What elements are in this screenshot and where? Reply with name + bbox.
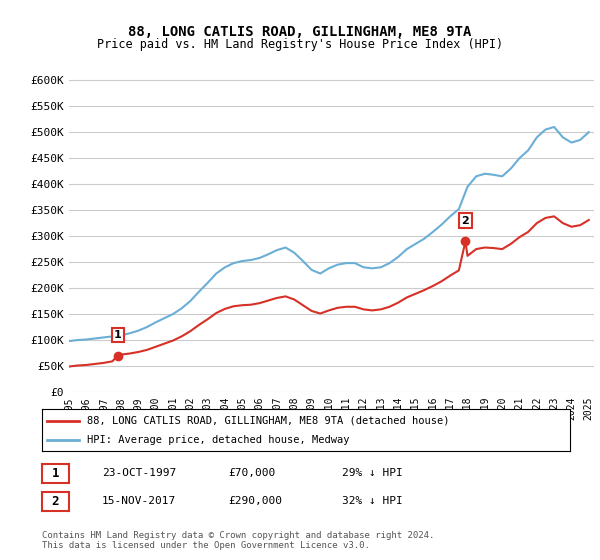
Text: 32% ↓ HPI: 32% ↓ HPI <box>342 496 403 506</box>
Text: 15-NOV-2017: 15-NOV-2017 <box>102 496 176 506</box>
Text: 88, LONG CATLIS ROAD, GILLINGHAM, ME8 9TA: 88, LONG CATLIS ROAD, GILLINGHAM, ME8 9T… <box>128 25 472 39</box>
Text: £70,000: £70,000 <box>228 468 275 478</box>
Text: HPI: Average price, detached house, Medway: HPI: Average price, detached house, Medw… <box>87 435 349 445</box>
Text: 2: 2 <box>461 216 469 226</box>
Text: 2: 2 <box>52 495 59 508</box>
Text: 1: 1 <box>52 467 59 480</box>
Text: Contains HM Land Registry data © Crown copyright and database right 2024.
This d: Contains HM Land Registry data © Crown c… <box>42 530 434 550</box>
Text: 23-OCT-1997: 23-OCT-1997 <box>102 468 176 478</box>
Text: 29% ↓ HPI: 29% ↓ HPI <box>342 468 403 478</box>
Text: Price paid vs. HM Land Registry's House Price Index (HPI): Price paid vs. HM Land Registry's House … <box>97 38 503 51</box>
Text: £290,000: £290,000 <box>228 496 282 506</box>
Text: 88, LONG CATLIS ROAD, GILLINGHAM, ME8 9TA (detached house): 88, LONG CATLIS ROAD, GILLINGHAM, ME8 9T… <box>87 416 449 426</box>
Text: 1: 1 <box>114 330 122 340</box>
